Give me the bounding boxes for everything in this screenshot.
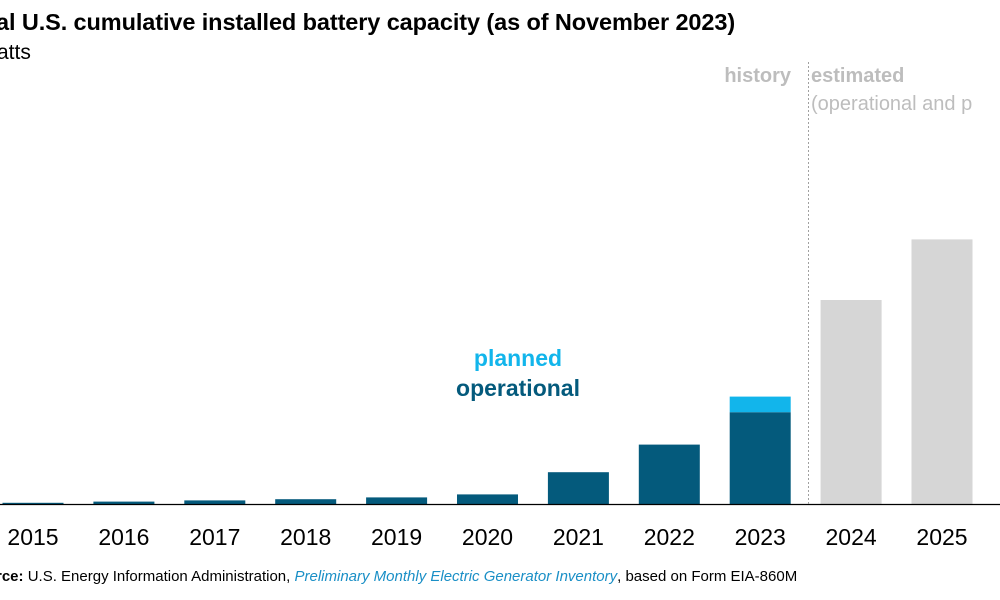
x-tick-label-2021: 2021 bbox=[553, 524, 604, 550]
legend-planned: planned bbox=[474, 345, 562, 371]
x-tick-label-2023: 2023 bbox=[735, 524, 786, 550]
bar-operational-2023 bbox=[729, 412, 791, 504]
chart-title: al U.S. cumulative installed battery cap… bbox=[0, 9, 736, 35]
x-tick-label-2019: 2019 bbox=[371, 524, 422, 550]
bar-operational-2015 bbox=[2, 502, 64, 504]
bar-operational-2022 bbox=[638, 444, 700, 504]
source-text-before: U.S. Energy Information Administration, bbox=[23, 568, 295, 585]
bar-operational-2019 bbox=[366, 497, 428, 504]
bar-operational-2020 bbox=[457, 494, 518, 504]
source-text-after: , based on Form EIA-860M bbox=[617, 568, 798, 585]
bar-operational-2021 bbox=[547, 472, 609, 504]
x-tick-label-2024: 2024 bbox=[826, 524, 877, 550]
x-tick-label-2016: 2016 bbox=[98, 524, 149, 550]
x-tick-label-2025: 2025 bbox=[916, 524, 967, 550]
bars-group bbox=[2, 239, 973, 504]
legend-operational: operational bbox=[456, 375, 580, 401]
x-tick-label-2017: 2017 bbox=[189, 524, 240, 550]
x-tick-label-2020: 2020 bbox=[462, 524, 513, 550]
x-tick-label-2022: 2022 bbox=[644, 524, 695, 550]
source-label: rce: bbox=[0, 568, 24, 585]
bar-operational-2016 bbox=[93, 501, 155, 504]
source-link[interactable]: Preliminary Monthly Electric Generator I… bbox=[294, 568, 618, 585]
estimated-note-label: (operational and p bbox=[811, 93, 972, 115]
bar-estimated-2024 bbox=[820, 300, 882, 504]
bar-operational-2017 bbox=[184, 500, 246, 504]
chart-subtitle: atts bbox=[0, 41, 31, 64]
x-tick-labels: 2015 2016 2017 2018 2019 2020 2021 2022 2023 2024… bbox=[7, 524, 967, 550]
history-label: history bbox=[724, 65, 792, 87]
bar-planned-2023 bbox=[729, 396, 791, 413]
bar-operational-2018 bbox=[275, 499, 337, 504]
bar-estimated-2025 bbox=[911, 239, 973, 504]
estimated-label: estimated bbox=[811, 65, 904, 87]
source-note: rce: U.S. Energy Information Administrat… bbox=[0, 568, 797, 585]
x-tick-label-2018: 2018 bbox=[280, 524, 331, 550]
x-tick-label-2015: 2015 bbox=[7, 524, 58, 550]
